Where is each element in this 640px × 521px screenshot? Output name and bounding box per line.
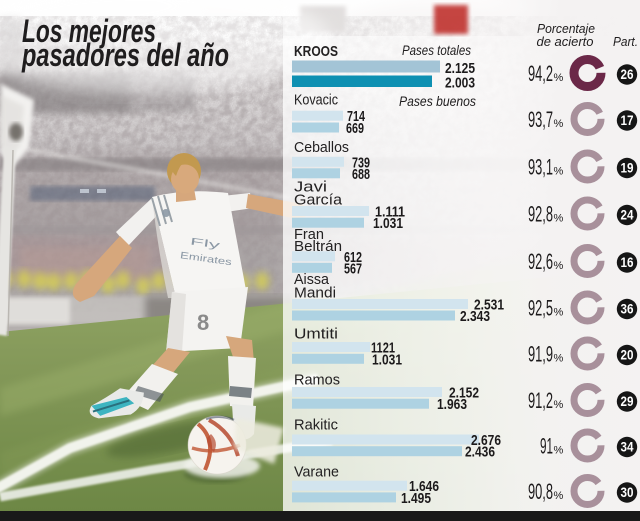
svg-text:%: % (554, 72, 564, 84)
svg-text:8: 8 (197, 310, 209, 335)
svg-text:2.343: 2.343 (460, 309, 490, 325)
svg-text:91: 91 (540, 434, 553, 459)
svg-text:Los mejores: Los mejores (22, 13, 156, 49)
svg-text:1.963: 1.963 (437, 397, 467, 413)
svg-text:García: García (294, 193, 343, 209)
svg-text:688: 688 (352, 167, 370, 183)
svg-text:Pases totales: Pases totales (402, 42, 471, 58)
svg-text:36: 36 (621, 302, 634, 317)
svg-text:24: 24 (621, 208, 634, 223)
svg-text:30: 30 (621, 485, 634, 500)
svg-text:%: % (554, 490, 564, 502)
svg-text:2.676: 2.676 (471, 433, 501, 449)
svg-text:2.152: 2.152 (449, 386, 479, 402)
svg-text:612: 612 (344, 250, 362, 266)
svg-text:Fly: Fly (189, 236, 220, 251)
svg-text:%: % (554, 166, 564, 178)
svg-text:Part.: Part. (613, 34, 638, 49)
svg-text:93,1: 93,1 (528, 155, 553, 180)
svg-text:Varane: Varane (294, 465, 339, 481)
svg-text:669: 669 (346, 121, 364, 137)
svg-text:2.531: 2.531 (474, 298, 504, 314)
svg-text:34: 34 (621, 440, 634, 455)
svg-text:%: % (554, 353, 564, 365)
svg-text:16: 16 (621, 255, 634, 270)
svg-text:%: % (554, 213, 564, 225)
svg-text:Javi: Javi (294, 180, 327, 196)
svg-text:1.495: 1.495 (401, 491, 431, 507)
svg-text:%: % (554, 445, 564, 457)
svg-text:2.003: 2.003 (445, 76, 475, 92)
svg-text:17: 17 (621, 113, 634, 128)
svg-text:Umtiti: Umtiti (294, 327, 338, 343)
svg-text:19: 19 (621, 161, 634, 176)
svg-text:1.111: 1.111 (375, 205, 405, 221)
svg-text:29: 29 (621, 394, 634, 409)
svg-text:Mandi: Mandi (294, 286, 336, 302)
svg-text:90,8: 90,8 (528, 479, 553, 504)
svg-text:2.125: 2.125 (445, 61, 475, 77)
svg-text:Ramos: Ramos (294, 373, 340, 389)
svg-text:94,2: 94,2 (528, 61, 553, 86)
svg-text:de acierto: de acierto (537, 34, 594, 49)
svg-text:%: % (554, 399, 564, 411)
svg-text:2.436: 2.436 (465, 445, 495, 461)
svg-text:92,8: 92,8 (528, 202, 553, 227)
svg-text:%: % (554, 307, 564, 319)
svg-text:Fran: Fran (294, 227, 324, 243)
svg-text:1.031: 1.031 (373, 216, 403, 232)
svg-text:739: 739 (352, 155, 370, 171)
svg-text:Beltrán: Beltrán (294, 239, 342, 255)
svg-text:Ceballos: Ceballos (294, 140, 349, 156)
svg-text:%: % (554, 118, 564, 130)
svg-text:Porcentaje: Porcentaje (537, 21, 595, 36)
svg-text:1121: 1121 (371, 341, 395, 357)
svg-text:Kovacic: Kovacic (294, 93, 338, 109)
svg-text:%: % (554, 260, 564, 272)
svg-text:Aissa: Aissa (294, 272, 330, 288)
svg-text:1.031: 1.031 (372, 352, 402, 368)
svg-text:Rakitic: Rakitic (294, 418, 338, 434)
svg-text:pasadores del año: pasadores del año (21, 37, 229, 73)
svg-text:91,9: 91,9 (528, 342, 553, 367)
svg-text:1.646: 1.646 (409, 479, 439, 495)
svg-text:20: 20 (621, 348, 634, 363)
svg-text:567: 567 (344, 261, 362, 277)
svg-text:91,2: 91,2 (528, 388, 553, 413)
svg-text:92,6: 92,6 (528, 249, 553, 274)
svg-text:92,5: 92,5 (528, 296, 553, 321)
svg-text:Pases buenos: Pases buenos (399, 93, 476, 109)
svg-text:KROOS: KROOS (294, 43, 338, 60)
svg-text:714: 714 (347, 109, 365, 125)
svg-text:26: 26 (621, 67, 634, 82)
svg-text:93,7: 93,7 (528, 107, 553, 132)
